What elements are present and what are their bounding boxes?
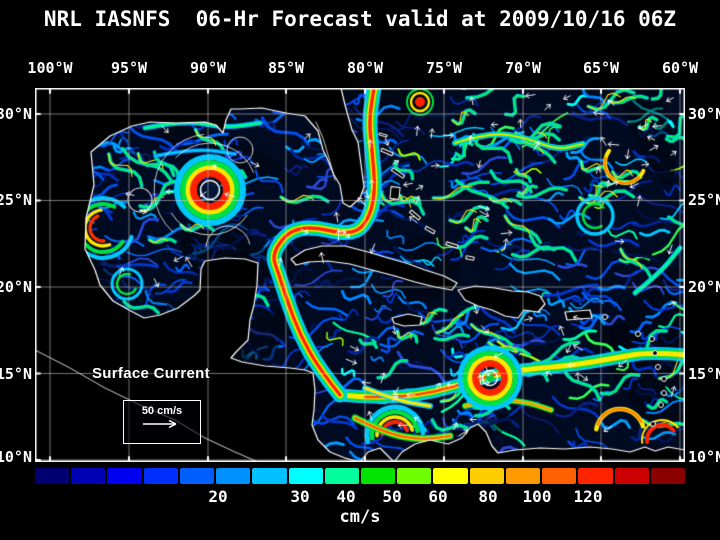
colorbar-unit: cm/s	[339, 507, 381, 527]
colorbar-segment	[179, 468, 215, 484]
scale-reference-value: 50 cm/s	[141, 405, 183, 417]
colorbar-tick-label: 40	[336, 487, 356, 506]
colorbar-tick-label: 80	[478, 487, 498, 506]
lat-label-left: 20°N	[0, 278, 32, 296]
lon-label: 75°W	[425, 59, 463, 77]
colorbar-tick-label: 60	[428, 487, 448, 506]
lon-label: 65°W	[582, 59, 620, 77]
lon-label: 60°W	[661, 59, 699, 77]
colorbar-segment	[288, 468, 323, 484]
lat-label-right: 10°N	[688, 448, 720, 466]
colorbar-segment	[469, 468, 504, 484]
colorbar-segment	[505, 468, 541, 484]
colorbar-segment	[35, 468, 70, 484]
colorbar-segment	[252, 468, 287, 484]
lat-label-right: 20°N	[688, 278, 720, 296]
lon-label: 70°W	[504, 59, 542, 77]
lon-label: 90°W	[189, 59, 227, 77]
colorbar-tick-label: 20	[208, 487, 228, 506]
colorbar-segment	[542, 468, 577, 484]
scale-reference-box: 50 cm/s	[123, 400, 201, 444]
lat-label-left: 25°N	[0, 191, 32, 209]
latitude-axis-right: 30°N 25°N 20°N 15°N 10°N	[687, 0, 720, 540]
lon-label: 85°W	[267, 59, 305, 77]
longitude-axis: 100°W 95°W 90°W 85°W 80°W 75°W 70°W 65°W 60°W	[0, 59, 720, 79]
latitude-axis-left: 30°N 25°N 20°N 15°N 10°N	[0, 0, 33, 540]
lon-label: 80°W	[346, 59, 384, 77]
colorbar-segment	[397, 468, 432, 484]
colorbar	[35, 468, 685, 484]
colorbar-segment	[107, 468, 142, 484]
colorbar-tick-label: 120	[573, 487, 603, 506]
lat-label-left: 30°N	[0, 105, 32, 123]
colorbar-segment	[143, 468, 178, 484]
colorbar-segment	[578, 468, 613, 484]
colorbar-segment	[433, 468, 468, 484]
colorbar-segment	[71, 468, 106, 484]
scale-reference-arrow-icon	[143, 419, 177, 429]
legend-title: Surface Current	[92, 365, 210, 382]
colorbar-tick-label: 50	[382, 487, 402, 506]
lat-label-left: 10°N	[0, 448, 32, 466]
colorbar-tick-label: 100	[522, 487, 552, 506]
surface-current-map-canvas	[35, 88, 685, 462]
colorbar-segment	[324, 468, 359, 484]
lat-label-left: 15°N	[0, 365, 32, 383]
lon-label: 95°W	[110, 59, 148, 77]
lat-label-right: 30°N	[688, 105, 720, 123]
colorbar-segment	[650, 468, 685, 484]
colorbar-segment	[360, 468, 396, 484]
colorbar-segment	[216, 468, 251, 484]
map-area: Surface Current 50 cm/s	[35, 88, 685, 462]
colorbar-tick-label: 30	[290, 487, 310, 506]
lon-label: 100°W	[27, 59, 73, 77]
colorbar-segment	[614, 468, 649, 484]
figure-title: NRL IASNFS 06-Hr Forecast valid at 2009/…	[43, 7, 677, 31]
lat-label-right: 25°N	[688, 191, 720, 209]
lat-label-right: 15°N	[688, 365, 720, 383]
